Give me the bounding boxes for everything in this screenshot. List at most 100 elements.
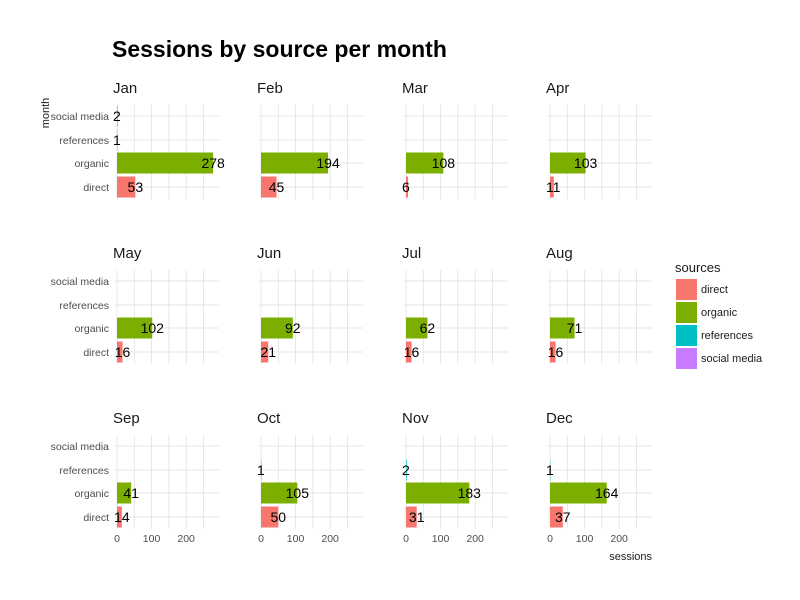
category-label-direct: direct	[83, 182, 109, 194]
data-label-aug-organic: 71	[567, 320, 583, 336]
x-tick-label: 100	[143, 533, 161, 545]
x-tick-label: 200	[321, 533, 339, 545]
facet-title: Jun	[257, 245, 281, 262]
category-label-references: references	[59, 300, 109, 312]
data-label-nov-references: 2	[402, 462, 410, 478]
x-tick-label: 100	[576, 533, 594, 545]
legend-label-references: references	[701, 330, 753, 342]
bar-mar-direct	[406, 176, 409, 198]
facet-title: Nov	[402, 410, 429, 427]
facet-nov: Nov 31 183 2 0 100 200	[402, 410, 508, 545]
data-label-oct-organic: 105	[286, 485, 310, 501]
bar-dec-organic	[550, 482, 607, 504]
data-label-jan-organic: 278	[201, 155, 225, 171]
data-label-feb-organic: 194	[316, 155, 340, 171]
bar-nov-references	[406, 459, 407, 481]
facet-title: Dec	[546, 410, 573, 427]
data-label-oct-references: 1	[257, 462, 265, 478]
category-label-social-media: social media	[51, 111, 110, 123]
legend-key-organic	[676, 302, 697, 323]
data-label-may-organic: 102	[141, 320, 165, 336]
bar-jan-organic	[117, 152, 214, 174]
facet-dec: Dec 37 164 1 0 100 200	[546, 410, 652, 545]
facet-feb: Feb 45 194	[257, 80, 363, 199]
category-label-references: references	[59, 135, 109, 147]
bar-nov-direct	[406, 506, 417, 528]
facet-title: May	[113, 245, 142, 262]
bar-feb-organic	[261, 152, 329, 174]
x-tick-label: 0	[547, 533, 553, 545]
data-label-jun-direct: 21	[260, 344, 276, 360]
data-label-may-direct: 16	[115, 344, 131, 360]
bar-jan-social-media	[117, 105, 118, 127]
category-label-organic: organic	[75, 158, 109, 170]
category-label-direct: direct	[83, 512, 109, 524]
bar-jun-direct	[261, 341, 269, 363]
x-tick-label: 0	[258, 533, 264, 545]
category-label-organic: organic	[75, 323, 109, 335]
data-label-dec-references: 1	[546, 462, 554, 478]
facet-apr: Apr 11 103	[546, 80, 652, 199]
facet-mar: Mar 6 108	[402, 80, 508, 199]
facet-sep: Sep direct organic references social media 14…	[51, 410, 219, 545]
facet-jan: Jan direct organic references social media 53…	[51, 80, 225, 199]
bar-nov-organic	[406, 482, 470, 504]
facet-title: Mar	[402, 80, 428, 97]
facet-title: Aug	[546, 245, 573, 262]
bar-jan-direct	[117, 176, 136, 198]
bar-jul-direct	[406, 341, 412, 363]
facet-panels: Jan direct organic references social media 53…	[51, 80, 652, 545]
data-label-dec-organic: 164	[595, 485, 619, 501]
legend-key-social-media	[676, 348, 697, 369]
x-tick-label: 200	[610, 533, 628, 545]
data-label-sep-direct: 14	[114, 509, 130, 525]
data-label-jul-direct: 16	[404, 344, 420, 360]
data-label-dec-direct: 37	[555, 509, 571, 525]
data-label-jul-organic: 62	[420, 320, 436, 336]
data-label-mar-organic: 108	[432, 155, 456, 171]
data-label-mar-direct: 6	[402, 179, 410, 195]
bar-apr-direct	[550, 176, 554, 198]
legend-label-organic: organic	[701, 307, 738, 319]
bar-feb-direct	[261, 176, 277, 198]
category-label-social-media: social media	[51, 276, 110, 288]
data-label-jan-direct: 53	[128, 179, 144, 195]
data-label-jan-references: 1	[113, 132, 121, 148]
facet-title: Apr	[546, 80, 569, 97]
data-label-jan-social-media: 2	[113, 108, 121, 124]
legend-key-references	[676, 325, 697, 346]
x-tick-label: 100	[287, 533, 305, 545]
x-tick-label: 0	[114, 533, 120, 545]
facet-title: Feb	[257, 80, 283, 97]
facet-may: May direct organic references social media 16…	[51, 245, 219, 364]
legend-label-social-media: social media	[701, 353, 763, 365]
category-label-direct: direct	[83, 347, 109, 359]
data-label-oct-direct: 50	[270, 509, 286, 525]
category-label-references: references	[59, 465, 109, 477]
bar-aug-direct	[550, 341, 556, 363]
facet-title: Oct	[257, 410, 281, 427]
bar-may-direct	[117, 341, 123, 363]
x-tick-label: 200	[177, 533, 195, 545]
y-axis-title: month	[40, 98, 52, 129]
facet-title: Sep	[113, 410, 140, 427]
bar-sep-direct	[117, 506, 122, 528]
bar-oct-organic	[261, 482, 298, 504]
bar-apr-organic	[550, 152, 586, 174]
category-label-social-media: social media	[51, 441, 110, 453]
x-axis-title: sessions	[609, 551, 652, 563]
bar-jul-organic	[406, 317, 428, 339]
facet-title: Jan	[113, 80, 137, 97]
facet-jun: Jun 21 92	[257, 245, 363, 364]
bar-dec-direct	[550, 506, 563, 528]
data-label-sep-organic: 41	[123, 485, 139, 501]
data-label-nov-direct: 31	[409, 509, 425, 525]
data-label-feb-direct: 45	[269, 179, 285, 195]
legend-title: sources	[675, 260, 721, 275]
bar-aug-organic	[550, 317, 575, 339]
data-label-aug-direct: 16	[548, 344, 564, 360]
